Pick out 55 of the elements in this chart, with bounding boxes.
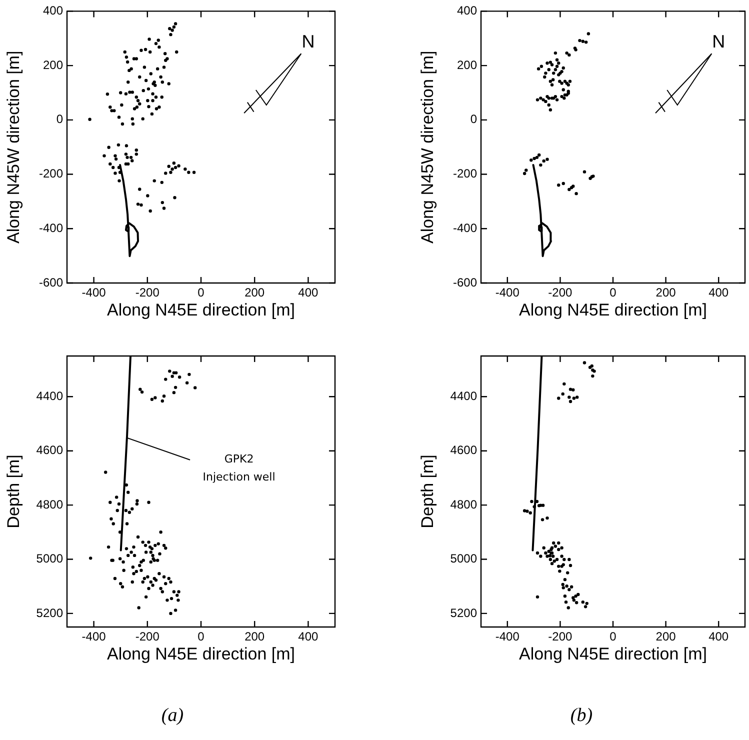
y-tick-label: -600 [38,275,64,290]
text: (a) [160,705,185,727]
y-tick-label: 5200 [450,606,478,620]
x-tick-label: -200 [548,286,573,300]
x-tick-label: 0 [198,286,205,300]
x-tick-label: 200 [244,286,265,300]
y-tick-label: -200 [38,166,64,181]
y-tick-label: -400 [452,220,478,235]
y-tick-label: 4400 [36,388,64,403]
x-tick-label: 0 [610,286,617,300]
text: (b) [569,705,594,727]
y-tick-label: 4600 [36,443,64,458]
x-tick-label: -200 [548,630,573,644]
annotation: GPK2 Injection well [202,452,276,484]
y-axis-title: Depth [m] [4,454,23,528]
y-tick-label: 4400 [450,388,478,403]
y-tick-label: 5200 [36,606,64,620]
x-tick-label: 0 [610,630,617,644]
x-tick-label: 200 [656,630,676,644]
y-tick-label: -200 [452,166,478,181]
x-tick-label: -200 [135,286,160,300]
y-tick-label: 5000 [450,552,478,566]
y-tick-label: 200 [456,58,478,72]
x-tick-label: 400 [708,286,729,300]
x-tick-label: 400 [298,286,319,300]
x-axis-title: Along N45E direction [m] [518,644,708,664]
y-tick-label: 4800 [36,497,64,512]
y-tick-label: 4600 [450,443,478,458]
y-tick-label: -400 [38,220,64,235]
x-tick-label: 400 [708,630,729,644]
x-tick-label: -200 [135,630,160,644]
x-tick-label: 200 [244,630,265,644]
y-tick-label: 4800 [450,497,478,512]
y-tick-label: 0 [56,112,64,126]
x-axis-title: Along N45E direction [m] [106,644,296,664]
x-tick-label: 400 [298,630,319,644]
x-tick-label: -400 [495,630,520,644]
x-tick-label: 0 [198,630,205,644]
x-tick-label: -400 [495,286,520,300]
x-axis-title: Along N45E direction [m] [518,300,708,320]
y-axis-title: Depth [m] [418,454,437,528]
y-axis-title: Along N45W direction [m] [418,50,437,244]
x-axis-title: Along N45E direction [m] [106,300,296,320]
annotation: N [302,31,315,52]
y-tick-label: 400 [456,4,478,18]
y-tick-label: 5000 [36,552,64,566]
y-tick-label: 200 [42,58,64,72]
x-tick-label: -400 [82,286,106,300]
y-tick-label: 400 [42,4,64,18]
y-axis-title: Along N45W direction [m] [4,50,23,244]
y-tick-label: -600 [452,275,478,290]
y-tick-label: 0 [470,112,478,126]
x-tick-label: 200 [656,286,676,300]
x-tick-label: -400 [82,630,106,644]
annotation: N [712,31,726,52]
